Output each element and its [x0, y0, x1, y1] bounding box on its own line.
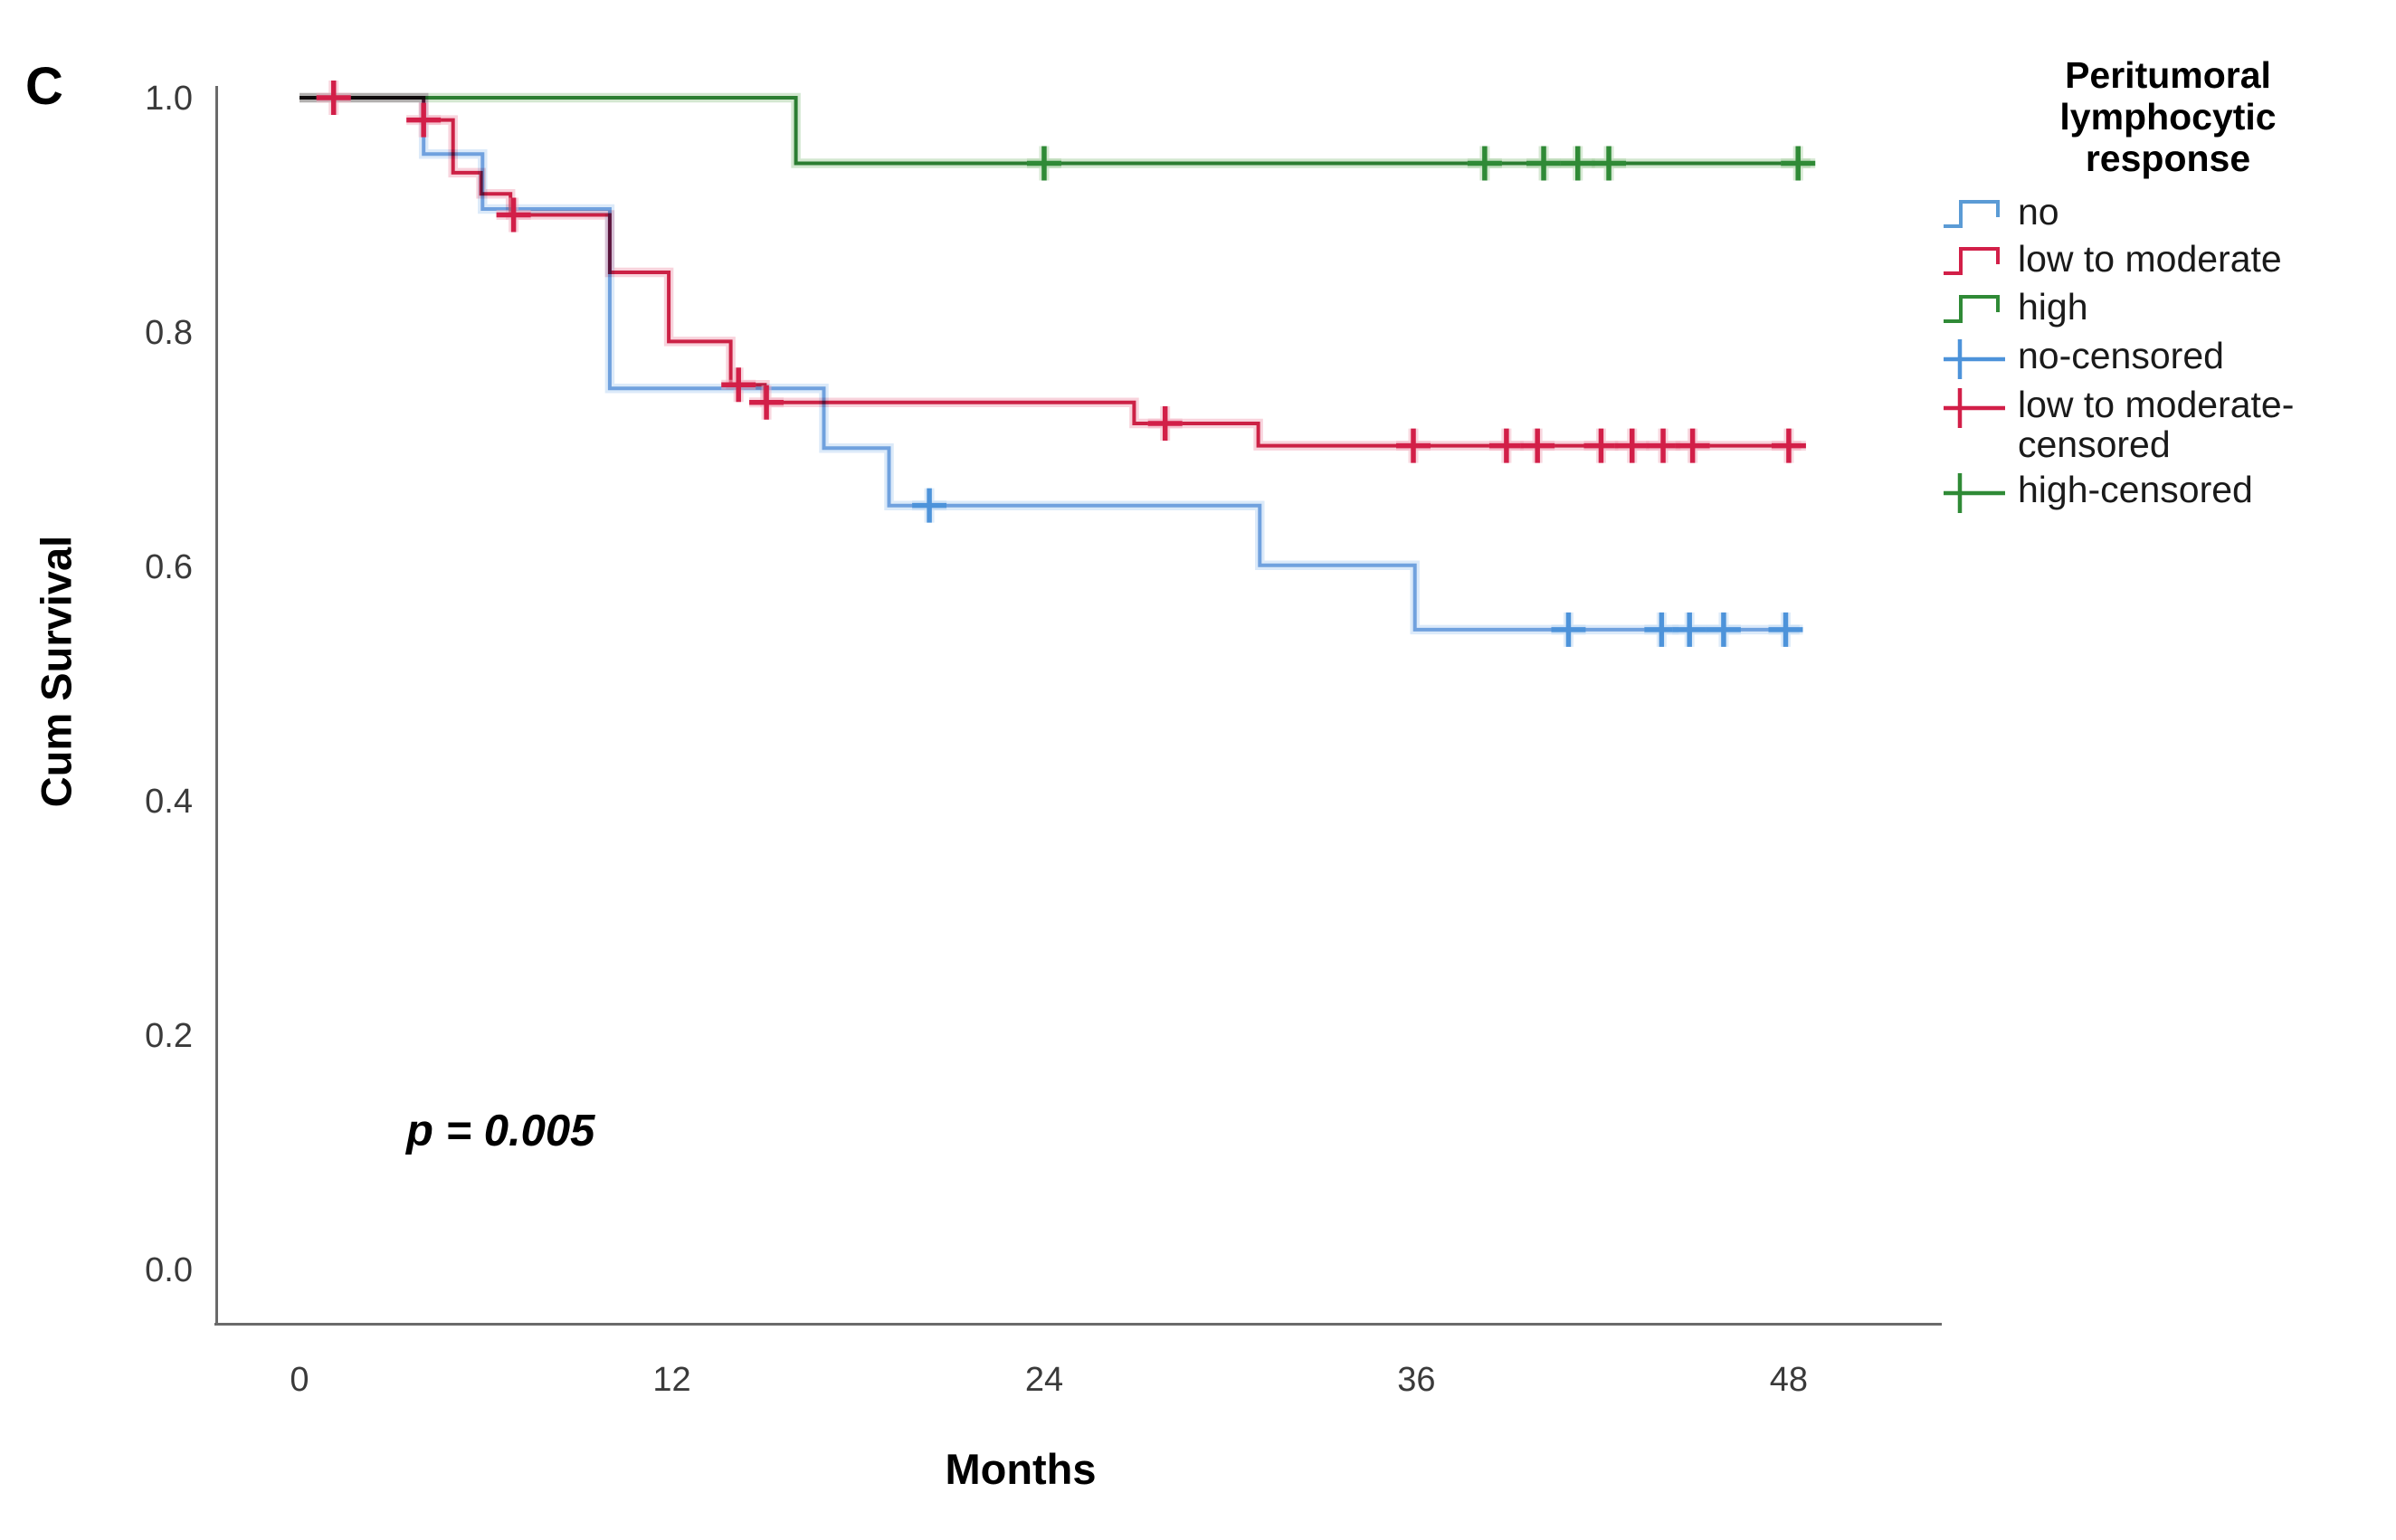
legend-item-no: no [1942, 192, 2059, 238]
censor-plus-icon [1944, 339, 2005, 379]
figure-panel-label: C [25, 57, 63, 116]
y-tick-label: 0.4 [145, 783, 193, 821]
y-tick-label: 0.0 [145, 1251, 193, 1289]
censor-mark-low-to-moderate [721, 367, 756, 403]
y-tick-label: 0.8 [145, 314, 193, 352]
step-line-icon [1944, 200, 2000, 228]
legend-item-low-to-moderate-censored: low to moderate-censored [1942, 385, 2387, 464]
censor-mark-high [1026, 146, 1061, 181]
censor-mark-low-to-moderate [316, 81, 351, 115]
censor-mark-high [1781, 146, 1816, 181]
censor-mark-low-to-moderate [1520, 428, 1555, 463]
legend-title: Peritumoral lymphocytic response [2059, 54, 2277, 179]
censor-mark-low-to-moderate [1614, 428, 1650, 463]
censor-mark-low-to-moderate [1646, 428, 1681, 463]
censor-mark-no [1706, 612, 1741, 647]
legend-item-label: low to moderate-censored [2018, 384, 2295, 465]
y-tick-label: 0.6 [145, 548, 193, 586]
x-tick-label: 24 [1025, 1361, 1063, 1399]
step-line-icon [1944, 295, 2000, 323]
censor-mark-low-to-moderate [1771, 428, 1806, 463]
y-tick-label: 1.0 [145, 80, 193, 118]
x-axis-title: Months [945, 1445, 1097, 1493]
censor-mark-high [1592, 146, 1627, 181]
survival-curve-halo-high [300, 92, 1811, 168]
x-tick-label: 48 [1770, 1361, 1808, 1399]
censor-mark-no [1672, 612, 1707, 647]
censor-mark-high [1467, 146, 1502, 181]
legend-item-high: high [1942, 287, 2088, 333]
legend-item-label: high [2018, 286, 2088, 328]
x-tick-label: 36 [1397, 1361, 1435, 1399]
censor-mark-high [1526, 146, 1562, 181]
censor-mark-low-to-moderate [1583, 428, 1619, 463]
censor-mark-no [1768, 612, 1803, 647]
legend-item-label: no [2018, 191, 2059, 233]
censor-plus-icon [1944, 473, 2005, 513]
censor-mark-low-to-moderate [1147, 406, 1183, 442]
survival-curve-low-to-moderate [300, 96, 1802, 448]
legend-item-low-to-moderate: low to moderate [1942, 239, 2282, 285]
censor-mark-low-to-moderate [1396, 428, 1431, 463]
legend-item-label: high-censored [2018, 469, 2253, 510]
legend-item-label: low to moderate [2018, 238, 2282, 280]
x-tick-label: 12 [652, 1361, 690, 1399]
censor-mark-low-to-moderate [749, 385, 784, 420]
survival-curve-high [300, 96, 1811, 166]
censor-mark-high [1560, 146, 1595, 181]
censor-mark-low-to-moderate [406, 102, 442, 138]
y-tick-label: 0.2 [145, 1017, 193, 1055]
censor-mark-no [1551, 612, 1586, 647]
censor-mark-no [912, 488, 947, 523]
y-axis-title: Cum Survival [32, 535, 81, 808]
legend-item-high-censored: high-censored [1942, 470, 2253, 516]
censor-mark-low-to-moderate [1675, 428, 1710, 463]
censor-plus-icon [1944, 388, 2005, 428]
legend-item-label: no-censored [2018, 335, 2224, 376]
censor-mark-low-to-moderate [1488, 428, 1524, 463]
x-tick-label: 0 [290, 1361, 309, 1399]
legend-item-no-censored: no-censored [1942, 336, 2224, 382]
censor-mark-low-to-moderate [496, 197, 531, 233]
step-line-icon [1944, 247, 2000, 275]
p-value-annotation: p = 0.005 [406, 1107, 595, 1155]
legend: Peritumoral lymphocytic response no low to… [1942, 47, 2394, 513]
